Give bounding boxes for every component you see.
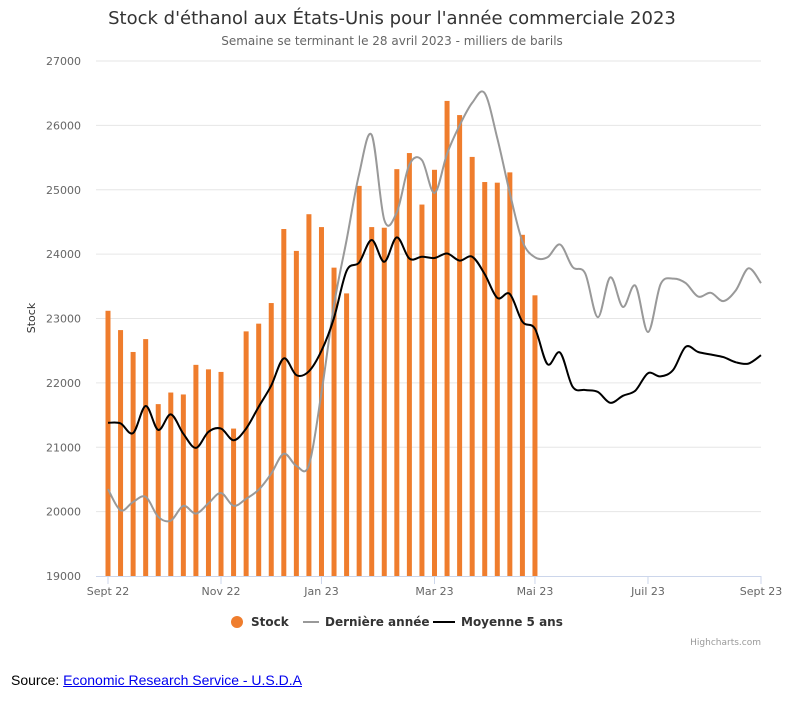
x-axis-ticks: Sept 22 Nov 22 Jan 23 Mar 23 Mai 23 Juil 23 Se… [87,576,783,598]
stock-bar[interactable] [507,172,513,576]
stock-bar[interactable] [356,185,362,576]
legend-previous-year-label: Dernière année [325,615,430,629]
series-lines [107,90,762,523]
stock-bar[interactable] [369,227,375,576]
y-tick-label: 26000 [46,119,81,132]
legend[interactable]: Stock Dernière année Moyenne 5 ans [231,615,563,629]
stock-bar[interactable] [331,267,337,576]
stock-bar[interactable] [469,156,475,576]
stock-bar[interactable] [306,214,312,576]
stock-bar[interactable] [118,330,124,576]
source-line: Source: Economic Research Service - U.S.… [11,672,302,688]
source-prefix: Source: [11,672,60,688]
x-tick-label: Sept 22 [87,585,130,598]
stock-bar[interactable] [381,227,387,576]
legend-item-stock[interactable]: Stock [231,615,290,629]
legend-item-previous-year[interactable]: Dernière année [303,615,430,629]
legend-stock-label: Stock [251,615,290,629]
stock-bar[interactable] [256,323,262,576]
chart-title: Stock d'éthanol aux États-Unis pour l'an… [108,7,676,29]
stock-bar[interactable] [218,371,224,576]
stock-bar[interactable] [231,428,237,576]
stock-bar[interactable] [444,100,450,576]
stock-bar[interactable] [193,364,199,576]
stock-bar[interactable] [168,392,174,576]
stock-bars [105,100,538,577]
legend-item-avg5[interactable]: Moyenne 5 ans [433,615,563,629]
stock-bar[interactable] [130,351,136,576]
avg5-line[interactable] [107,236,762,449]
chart: Stock d'éthanol aux États-Unis pour l'an… [25,7,783,648]
stock-bar[interactable] [394,169,400,576]
stock-bar[interactable] [532,295,538,576]
stock-bar[interactable] [281,229,287,577]
y-tick-label: 19000 [46,570,81,583]
stock-bar[interactable] [432,169,437,576]
stock-bar[interactable] [143,339,149,576]
stock-bar[interactable] [268,303,274,576]
y-tick-label: 20000 [46,506,81,519]
stock-bar[interactable] [318,227,324,576]
y-tick-label: 23000 [46,313,81,326]
y-axis-ticks: 19000 20000 21000 22000 23000 24000 25000 26000… [46,55,81,583]
stock-bar[interactable] [494,182,500,576]
stock-bar[interactable] [180,394,186,576]
stock-bar[interactable] [419,204,425,576]
stock-bar[interactable] [243,331,249,576]
chart-subtitle: Semaine se terminant le 28 avril 2023 - … [221,34,563,48]
stock-bar[interactable] [457,115,463,576]
x-tick-label: Jan 23 [303,585,338,598]
x-tick-label: Sept 23 [740,585,783,598]
legend-stock-marker [231,616,243,628]
y-tick-label: 22000 [46,377,81,390]
x-tick-label: Mai 23 [517,585,554,598]
y-tick-label: 21000 [46,441,81,454]
y-tick-label: 27000 [46,55,81,68]
source-link[interactable]: Economic Research Service - U.S.D.A [63,672,302,688]
legend-avg5-label: Moyenne 5 ans [461,615,563,629]
highcharts-credits[interactable]: Highcharts.com [690,638,761,648]
y-tick-label: 25000 [46,184,81,197]
previous-year-line[interactable] [107,90,762,523]
stock-bar[interactable] [205,369,211,576]
stock-bar[interactable] [482,182,488,576]
stock-bar[interactable] [519,234,525,576]
stock-bar[interactable] [344,293,350,576]
stock-bar[interactable] [105,310,111,576]
x-tick-label: Nov 22 [202,585,241,598]
y-axis-title: Stock [25,302,38,333]
y-tick-label: 24000 [46,248,81,261]
x-tick-label: Juil 23 [630,585,665,598]
stock-bar[interactable] [155,404,161,576]
stock-bar[interactable] [293,250,299,576]
stock-bar[interactable] [406,153,412,576]
x-tick-label: Mar 23 [415,585,453,598]
